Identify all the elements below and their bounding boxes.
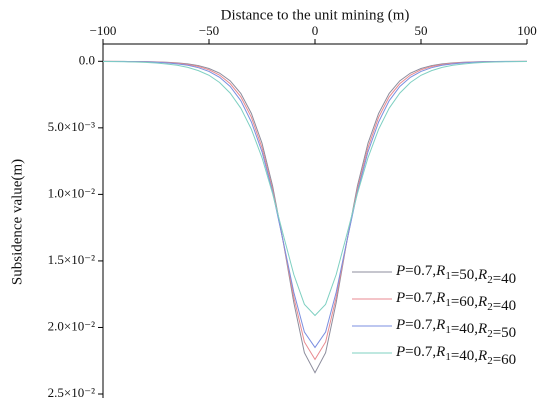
y-tick-label: 5.0×10⁻³ <box>48 119 95 134</box>
x-tick-label: 100 <box>517 23 537 38</box>
legend-label: P=0.7,R1=60,R2=40 <box>395 290 516 314</box>
y-tick-label: 0.0 <box>79 52 95 67</box>
y-tick-label: 1.5×10⁻² <box>48 252 95 267</box>
x-tick-label: −100 <box>90 23 117 38</box>
x-axis-title: Distance to the unit mining (m) <box>221 7 410 23</box>
x-tick-label: −50 <box>199 23 219 38</box>
x-tick-label: 0 <box>312 23 319 38</box>
series-line <box>102 60 528 349</box>
series-line <box>102 61 528 317</box>
legend: P=0.7,R1=50,R2=40 P=0.7,R1=60,R2=40 P=0.7,… <box>352 263 516 368</box>
x-tick-label: 50 <box>415 23 428 38</box>
y-tick-label: 1.0×10⁻² <box>48 185 95 200</box>
y-tick-label: 2.5×10⁻² <box>48 385 95 400</box>
y-axis-title: Subsidence value(m) <box>9 159 25 285</box>
series-line <box>102 60 528 361</box>
legend-label: P=0.7,R1=40,R2=50 <box>395 317 516 341</box>
legend-label: P=0.7,R1=50,R2=40 <box>395 263 516 287</box>
y-tick-label: 2.0×10⁻² <box>48 318 95 333</box>
legend-label: P=0.7,R1=40,R2=60 <box>395 344 516 368</box>
